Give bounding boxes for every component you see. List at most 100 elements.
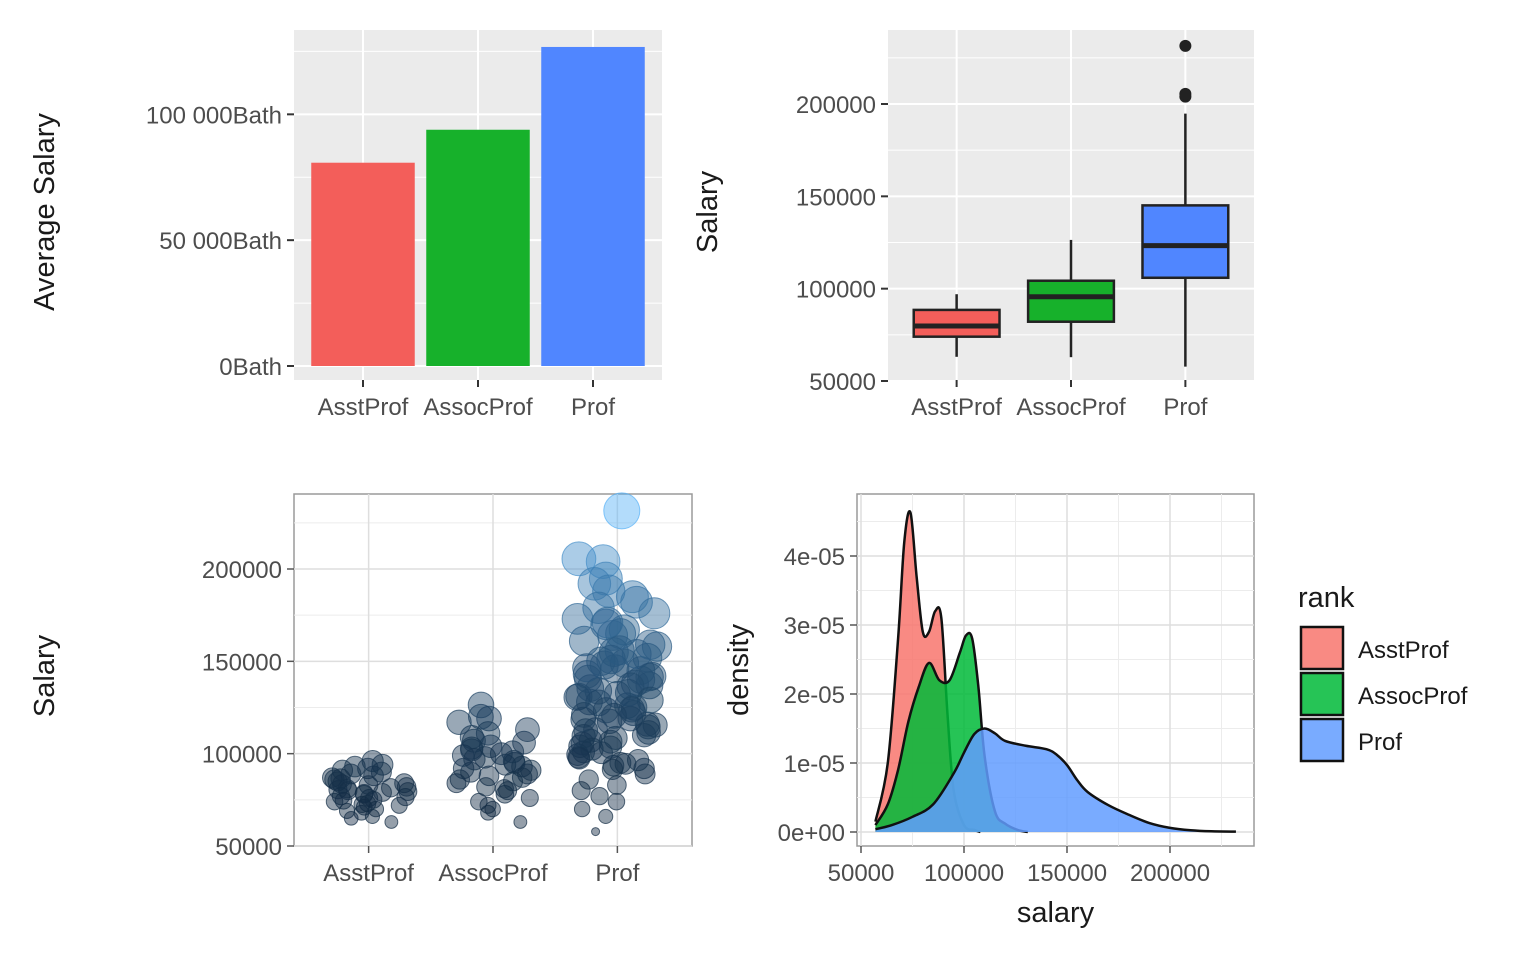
y-tick-label: 150000 [202,649,282,676]
y-tick-label: 4e-05 [784,544,845,571]
data-point [590,786,609,806]
data-point [480,804,496,821]
data-point [371,753,394,776]
data-point [580,737,604,761]
density-area-prof [875,728,1236,832]
x-tick-label: AsstProf [911,394,1002,421]
y-tick-label: 50 000Bath [159,228,282,255]
x-tick-label: 150000 [1027,860,1107,887]
bar-prof [541,46,645,366]
x-tick-label: Prof [1163,394,1207,421]
density-area-assocprof [875,632,1028,832]
data-point [591,827,601,837]
box-asstprof [912,294,1001,357]
data-point [618,696,645,723]
x-tick-label: AsstProf [323,860,414,887]
data-point [353,795,371,814]
data-point [642,712,668,738]
x-tick-label: Prof [595,860,639,887]
y-tick-label: 1e-05 [784,751,845,778]
density-line-prof [875,727,1236,833]
data-point [635,629,666,660]
legend-title: rank [1298,582,1355,614]
data-point [398,782,418,801]
data-point [344,755,366,778]
data-point [616,672,645,701]
data-point [631,723,657,748]
x-axis-title: salary [1017,897,1095,929]
data-point [598,729,623,754]
legend-label: AsstProf [1358,637,1449,664]
data-point [563,683,591,711]
x-tick-label: AssocProf [1016,394,1126,421]
data-point [603,492,641,530]
y-axis-title: Salary [692,170,724,253]
data-point [467,691,495,719]
legend-key-assocprof [1299,671,1345,717]
data-point [568,747,591,770]
legend-key-prof [1299,717,1345,763]
data-point [585,544,621,579]
data-point [334,791,353,810]
data-point [475,721,501,746]
y-tick-label: 50000 [215,834,282,861]
y-tick-label: 50000 [809,369,876,396]
data-point [478,765,500,787]
data-point [634,763,656,785]
data-point [520,759,542,781]
data-point [384,815,399,829]
y-tick-label: 100000 [202,742,282,769]
data-point [607,792,626,811]
data-point [591,606,624,639]
box-iqr [1141,204,1230,280]
bar-asstprof [311,162,415,366]
y-tick-label: 2e-05 [784,682,845,709]
x-tick-label: AsstProf [318,394,409,421]
data-point [330,768,351,789]
data-point [601,758,624,781]
data-point [331,759,354,781]
x-tick-label: 100000 [924,860,1004,887]
y-tick-label: 0Bath [219,354,282,381]
x-tick-label: AssocProf [423,394,533,421]
density-panel: 0e+00 1e-05 2e-05 3e-05 4e-05 50000 100000 1500… [723,493,1255,929]
data-point [578,769,599,790]
data-point [513,815,528,829]
data-point [635,662,664,692]
y-tick-label: 200000 [796,92,876,119]
legend-label: AssocProf [1358,683,1468,710]
scatter-panel: 50000 100000 150000 200000 AsstProf AssocProf… [29,492,693,887]
x-tick-label: 50000 [828,860,895,887]
data-point [573,800,591,818]
legend-label: Prof [1358,729,1402,756]
data-point [582,591,615,624]
box-iqr [912,308,1001,338]
data-point [520,788,539,808]
data-point [615,580,649,614]
data-point [463,748,486,771]
data-point [460,761,482,783]
x-tick-label: 200000 [1130,860,1210,887]
data-point [638,597,671,630]
y-axis-title: density [723,624,755,716]
outlier-point [1179,87,1192,100]
bar-assocprof [426,129,530,366]
data-point [568,625,600,657]
data-point [381,778,401,798]
y-tick-label: 150000 [796,184,876,211]
data-point [603,680,631,709]
data-point [396,787,415,807]
data-point [446,709,472,735]
data-point [637,661,667,691]
data-point [338,802,356,819]
data-point [446,773,467,794]
box-iqr [1026,279,1116,323]
data-point [596,644,626,675]
data-point [476,705,502,732]
data-point [598,808,614,824]
data-point [470,792,488,811]
data-point [370,761,392,783]
data-point [449,769,471,790]
